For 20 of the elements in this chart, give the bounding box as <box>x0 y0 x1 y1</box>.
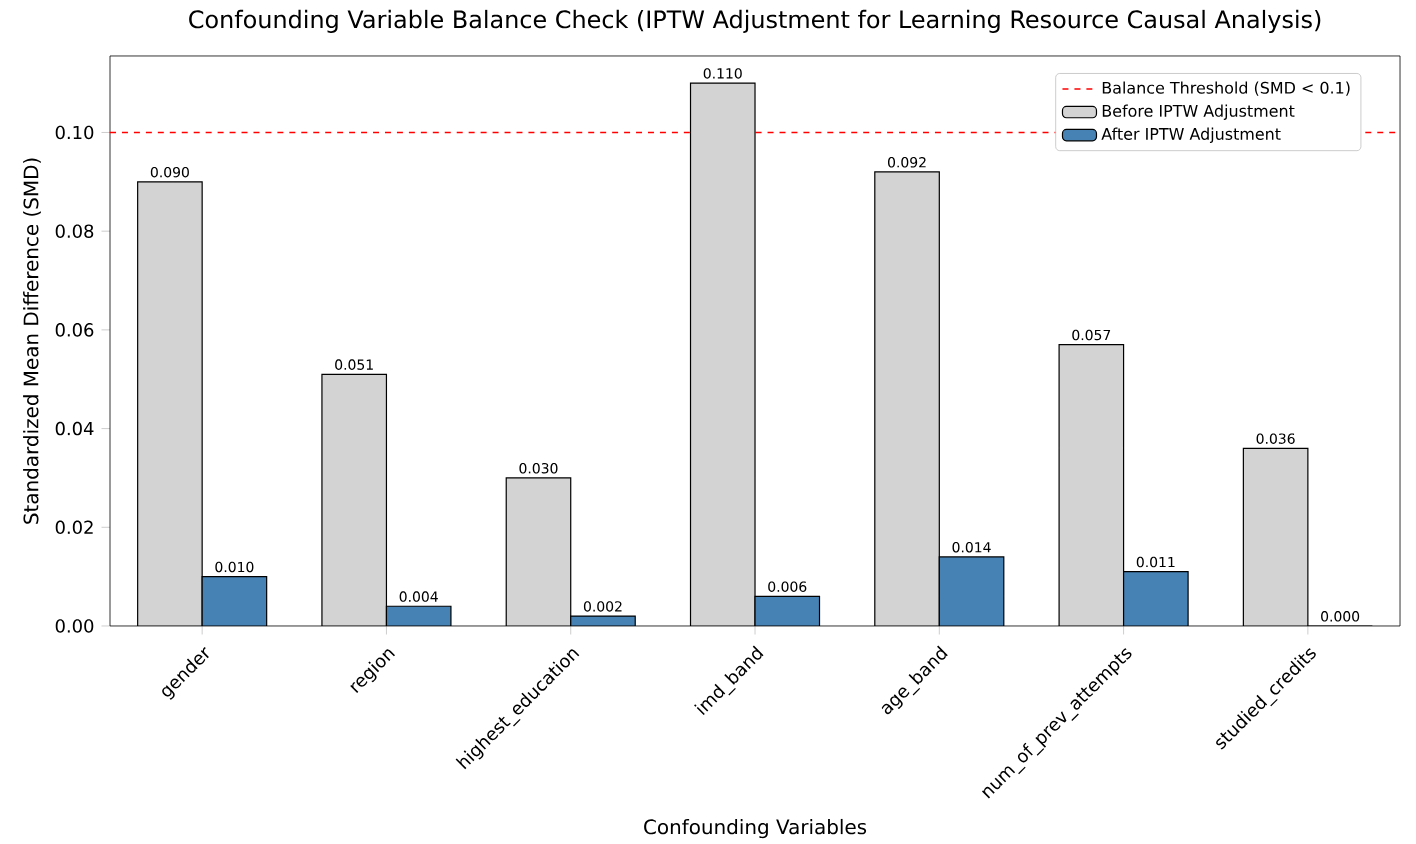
y-tick-label: 0.02 <box>55 520 93 534</box>
y-axis-title: Standardized Mean Difference (SMD) <box>23 158 41 524</box>
chart-title: Confounding Variable Balance Check (IPTW Adjustment for Learning Resource Causal Analysis) <box>189 9 1321 33</box>
y-tick-label: 0.08 <box>55 223 94 238</box>
y-tick-label: 0.00 <box>55 618 94 633</box>
bar <box>689 82 756 626</box>
bar <box>321 373 388 626</box>
bar <box>938 555 1005 626</box>
bar <box>505 476 572 626</box>
x-axis-title: Confounding Variables <box>644 818 867 838</box>
bar <box>1058 343 1125 626</box>
bar <box>754 595 821 626</box>
y-tick-label: 0.10 <box>55 125 94 139</box>
bar <box>874 170 940 626</box>
bar <box>137 181 203 626</box>
bar <box>202 576 267 626</box>
y-tick-label: 0.04 <box>55 421 94 435</box>
bar <box>1242 447 1309 626</box>
y-tick-label: 0.06 <box>55 322 94 337</box>
bar <box>1122 570 1189 626</box>
